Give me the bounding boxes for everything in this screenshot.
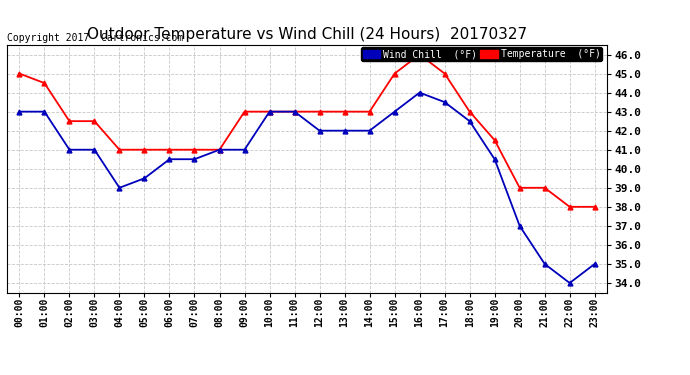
Title: Outdoor Temperature vs Wind Chill (24 Hours)  20170327: Outdoor Temperature vs Wind Chill (24 Ho…	[87, 27, 527, 42]
Legend: Wind Chill  (°F), Temperature  (°F): Wind Chill (°F), Temperature (°F)	[361, 47, 602, 61]
Text: Copyright 2017  Cartronics.com: Copyright 2017 Cartronics.com	[7, 33, 183, 42]
